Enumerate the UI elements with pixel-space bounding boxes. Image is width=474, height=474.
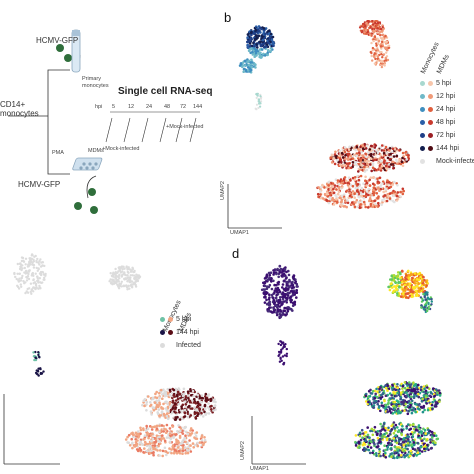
mock-left-label: +Mock-infected bbox=[102, 146, 140, 152]
umap-d-mono-small bbox=[277, 340, 289, 366]
hcmv-top-label: HCMV-GFP bbox=[36, 36, 79, 45]
umap-b-mdm-top bbox=[358, 20, 386, 37]
umap-c-mdm-upper bbox=[141, 387, 217, 421]
panel-c-legend-item: Infected bbox=[160, 342, 201, 349]
legend-dot-mdm bbox=[168, 343, 173, 348]
legend-dot-monocyte bbox=[160, 330, 165, 335]
umap-b-plot bbox=[227, 20, 410, 229]
umap-b-ylabel: UMAP2 bbox=[220, 181, 226, 200]
panel-b-letter: b bbox=[224, 10, 232, 25]
legend-dot-mdm bbox=[428, 94, 433, 99]
panel-b-legend-item: 144 hpi bbox=[420, 145, 459, 152]
legend-dot-monocyte bbox=[420, 159, 425, 164]
legend-dot-monocyte bbox=[160, 343, 165, 348]
tp-5: 5 bbox=[112, 104, 116, 110]
legend-dot-monocyte bbox=[420, 133, 425, 138]
legend-label: 24 hpi bbox=[436, 106, 456, 113]
panel-b-legend-item: 12 hpi bbox=[420, 93, 455, 100]
umap-d-ylabel: UMAP2 bbox=[240, 441, 246, 460]
legend-dot-mdm bbox=[428, 146, 433, 151]
pma-label: PMA bbox=[52, 150, 64, 156]
legend-dot-mdm bbox=[168, 317, 173, 322]
umap-b-mono-small bbox=[254, 92, 263, 111]
legend-dot-mdm bbox=[428, 81, 433, 86]
legend-dot-monocyte bbox=[420, 107, 425, 112]
hpi-label: hpi bbox=[95, 104, 103, 110]
legend-label: 72 hpi bbox=[436, 132, 456, 139]
umap-b-monocyte-tail bbox=[238, 58, 257, 74]
tp-144: 144 bbox=[193, 104, 203, 110]
umap-d-plot bbox=[251, 264, 442, 465]
cd14-label-2: monocytes bbox=[0, 109, 39, 118]
cd14-label-1: CD14+ bbox=[0, 100, 26, 109]
legend-label: 48 hpi bbox=[436, 119, 456, 126]
primary-label-2: monocytes bbox=[82, 83, 109, 89]
legend-dot-mdm bbox=[428, 107, 433, 112]
mdms-label: MDMs bbox=[88, 148, 104, 154]
tp-12: 12 bbox=[128, 104, 135, 110]
umap-d-mdm-lower bbox=[354, 421, 440, 460]
legend-label: Mock-infected bbox=[436, 158, 474, 165]
umap-b-xlabel: UMAP1 bbox=[230, 230, 249, 236]
umap-b-mdm-stem bbox=[369, 31, 391, 69]
tp-24: 24 bbox=[146, 104, 153, 110]
panel-b-legend-item: 24 hpi bbox=[420, 106, 455, 113]
tp-48: 48 bbox=[164, 104, 171, 110]
primary-label-1: Primary bbox=[82, 76, 101, 82]
umap-c-plot bbox=[3, 253, 217, 465]
legend-label: 5 hpi bbox=[176, 316, 192, 323]
legend-label: 144 hpi bbox=[436, 145, 459, 152]
legend-label: Infected bbox=[176, 342, 201, 349]
umap-b-mdm-lower bbox=[316, 174, 405, 210]
umap-b-monocyte-cluster bbox=[246, 25, 276, 59]
panel-b-legend-item: Mock-infected bbox=[420, 158, 474, 165]
umap-d-mdm-top bbox=[387, 269, 429, 300]
legend-dot-mdm bbox=[428, 120, 433, 125]
hcmv-bottom-label: HCMV-GFP bbox=[18, 180, 61, 189]
tp-72: 72 bbox=[180, 104, 187, 110]
umap-d-monocyte-cluster bbox=[260, 264, 299, 320]
umap-c-mdm-lower bbox=[124, 423, 207, 458]
tube-icon bbox=[71, 29, 81, 73]
legend-label: 144 hpi bbox=[176, 329, 199, 336]
panel-b-mdms-header: MDMs bbox=[436, 53, 451, 75]
umap-d-xlabel: UMAP1 bbox=[250, 466, 269, 472]
scrna-title: Single cell RNA-seq bbox=[118, 86, 213, 97]
legend-dot-mdm bbox=[168, 330, 173, 335]
panel-b-legend-item: 72 hpi bbox=[420, 132, 455, 139]
virus-top-icon bbox=[56, 44, 72, 62]
legend-dot-mdm bbox=[428, 159, 433, 164]
umap-c-mono-5hpi bbox=[32, 350, 41, 362]
mdm-plate-icon bbox=[72, 157, 103, 171]
legend-dot-monocyte bbox=[420, 146, 425, 151]
legend-dot-mdm bbox=[428, 133, 433, 138]
umap-b-mdm-upper bbox=[329, 142, 410, 173]
legend-dot-monocyte bbox=[160, 317, 165, 322]
umap-d-mdm-stem bbox=[419, 291, 433, 314]
panel-b-legend-item: 48 hpi bbox=[420, 119, 455, 126]
mock-right-label: +Mock-infected bbox=[166, 124, 204, 130]
legend-dot-monocyte bbox=[420, 81, 425, 86]
panel-c-legend-item: 5 hpi bbox=[160, 316, 191, 323]
umap-c-infected-mdm bbox=[108, 265, 142, 291]
umap-c-infected-mono bbox=[13, 253, 47, 295]
legend-dot-monocyte bbox=[420, 120, 425, 125]
panel-b-legend-item: 5 hpi bbox=[420, 80, 451, 87]
panel-d-letter: d bbox=[232, 246, 240, 261]
legend-label: 12 hpi bbox=[436, 93, 456, 100]
panel-c-legend-item: 144 hpi bbox=[160, 329, 199, 336]
virus-bottom-icon bbox=[74, 188, 98, 214]
legend-dot-monocyte bbox=[420, 94, 425, 99]
legend-label: 5 hpi bbox=[436, 80, 452, 87]
umap-c-mono-144hpi bbox=[34, 367, 45, 377]
umap-d-mdm-upper bbox=[363, 381, 442, 416]
panel-a-schematic bbox=[8, 29, 200, 214]
